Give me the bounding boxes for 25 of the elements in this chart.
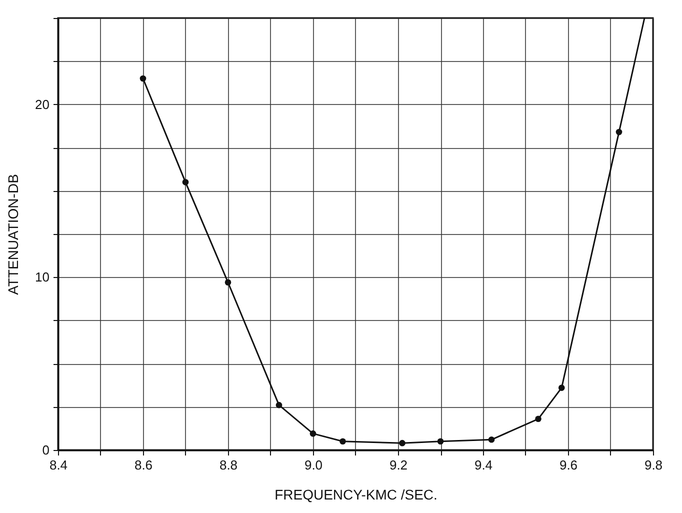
x-tick-label: 8.8 [219, 458, 238, 472]
point [535, 416, 542, 422]
point [437, 438, 444, 445]
x-tick-label: 9.2 [389, 458, 408, 472]
y-axis-title: ATTENUATION-DB [5, 174, 22, 295]
point [224, 279, 232, 286]
x-tick-label: 8.6 [134, 458, 153, 472]
point [488, 436, 495, 443]
x-tick-label: 9.8 [644, 458, 663, 472]
x-tick-label: 8.4 [49, 458, 68, 472]
point [182, 179, 189, 186]
x-tick-label: 9.0 [304, 458, 323, 472]
x-tick-label: 9.4 [474, 458, 493, 472]
point [140, 75, 146, 82]
point [616, 128, 622, 136]
point [399, 440, 406, 446]
point [310, 430, 316, 437]
y-tick-label: 20 [35, 96, 50, 112]
y-tick-label: 10 [35, 270, 50, 285]
y-tick-label: 0 [42, 442, 50, 458]
point [340, 438, 346, 445]
x-tick-label: 9.6 [559, 458, 578, 472]
point [558, 384, 565, 391]
x-axis-title: FREQUENCY-KMC /SEC. [274, 486, 438, 502]
point [276, 402, 282, 408]
